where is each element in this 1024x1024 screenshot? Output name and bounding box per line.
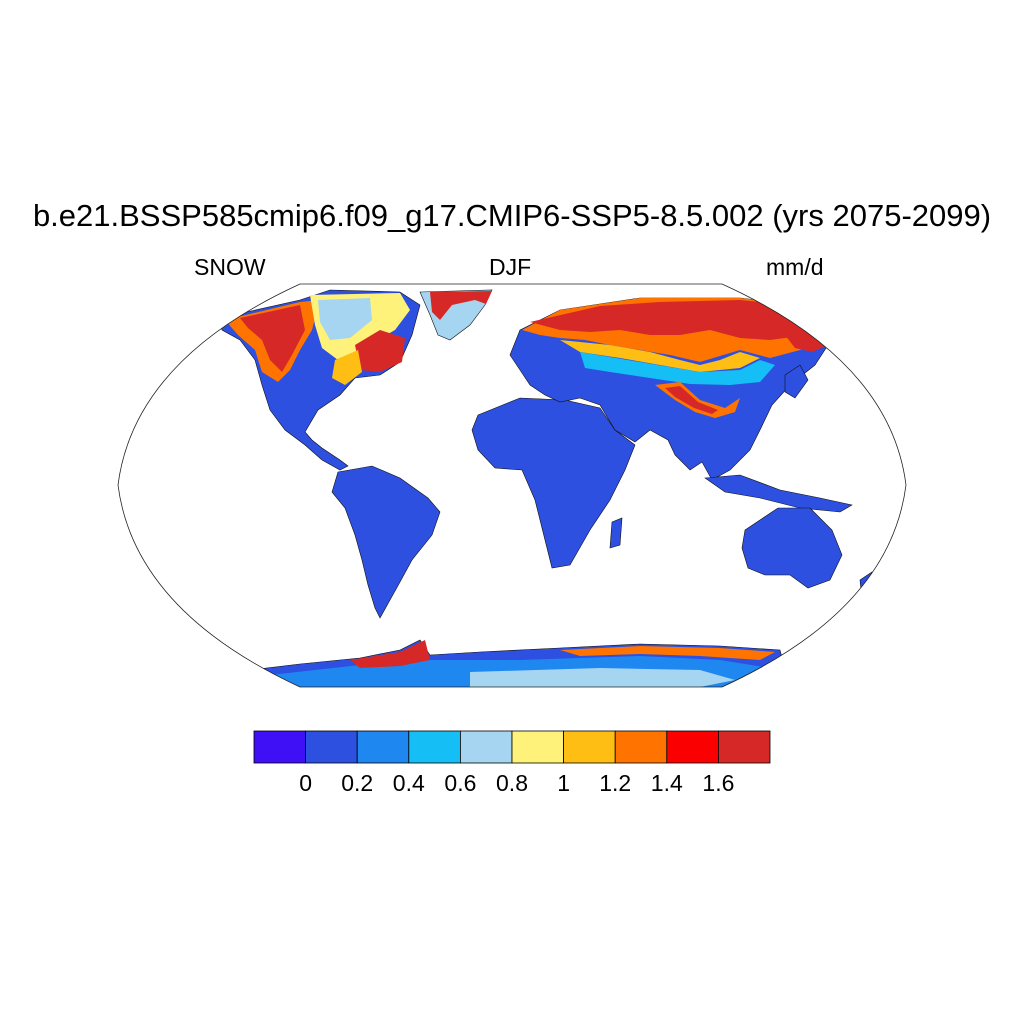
variable-label: SNOW [194, 254, 266, 280]
colorbar-tick-label: 0.2 [341, 770, 374, 796]
map-title: b.e21.BSSP585cmip6.f09_g17.CMIP6-SSP5-8.… [32, 198, 992, 233]
colorbar-swatch [666, 730, 719, 764]
na-east-orange [332, 350, 362, 385]
australia [741, 507, 843, 589]
eurasia-snow-red [530, 300, 826, 340]
na-snow-lightblue [318, 298, 372, 340]
madagascar [609, 517, 623, 549]
colorbar-swatch [718, 730, 771, 764]
colorbar-tick-label: 1 [557, 770, 570, 796]
colorbar-tick-label: 0.4 [392, 770, 425, 796]
colorbar-swatch [305, 730, 358, 764]
colorbar-swatch [459, 730, 513, 764]
colorbar-tick-label: 0.8 [496, 770, 528, 796]
na-snow-red [240, 305, 305, 372]
japan [784, 364, 809, 399]
eurasia-lightblue [580, 352, 775, 385]
map-border [117, 283, 907, 688]
colorbar-swatch [511, 730, 564, 764]
colorbar-tick-label: 1.2 [599, 770, 632, 796]
indonesia [704, 474, 853, 513]
greenland-edge [430, 291, 492, 320]
antarctica-lightblue [470, 668, 735, 687]
tibet-snow-red [665, 386, 718, 414]
colorbar-swatch [408, 730, 461, 764]
colorbar-tick-label: 0 [299, 770, 312, 796]
colorbar-tick-label: 1.6 [702, 770, 735, 796]
season-label: DJF [489, 254, 532, 280]
units-label: mm/d [766, 254, 824, 280]
colorbar-tick-label: 0.6 [444, 770, 477, 796]
eurasia-snow-yellow [560, 340, 760, 372]
antarctica-snow-red [350, 640, 430, 668]
colorbar-swatch [563, 730, 616, 764]
colorbar-swatch [253, 730, 306, 764]
colorbar-tick-label: 1.4 [650, 770, 683, 796]
colorbar-swatch [614, 730, 668, 764]
south-america [331, 465, 441, 619]
na-east-red [355, 330, 405, 372]
colorbar-swatch [356, 730, 410, 764]
antarctica-snow-orange [560, 646, 775, 660]
africa [471, 397, 636, 569]
